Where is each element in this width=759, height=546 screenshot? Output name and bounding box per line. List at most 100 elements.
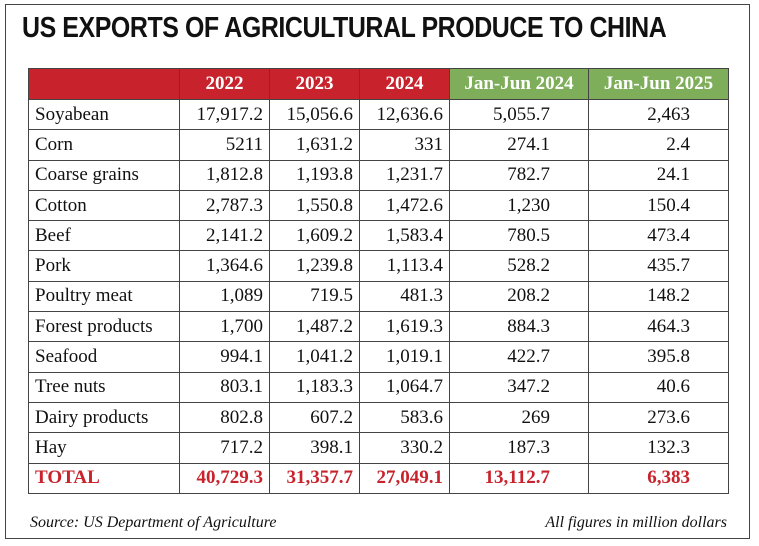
- header-blank-cell: [28, 68, 180, 100]
- value-cell: 1,364.6: [179, 250, 270, 282]
- row-label: Tree nuts: [28, 371, 180, 403]
- value-cell: 1,239.8: [269, 250, 360, 282]
- value-cell: 2,463: [588, 98, 729, 131]
- value-cell: 6,383: [588, 462, 729, 494]
- table-row: Tree nuts 803.1 1,183.3 1,064.7 347.2 40.6: [28, 371, 729, 403]
- value-cell: 780.5: [449, 220, 589, 252]
- value-cell: 2,787.3: [179, 189, 270, 222]
- value-cell: 435.7: [588, 250, 729, 282]
- value-cell: 24.1: [588, 159, 729, 191]
- table-row: Corn 5211 1,631.2 331 274.1 2.4: [28, 129, 729, 161]
- value-cell: 1,583.4: [359, 220, 450, 252]
- value-cell: 1,487.2: [269, 311, 360, 343]
- table-row: Forest products 1,700 1,487.2 1,619.3 884.3 4…: [28, 311, 729, 343]
- row-label: Soyabean: [28, 98, 180, 131]
- value-cell: 15,056.6: [269, 98, 360, 131]
- table-row: Soyabean 17,917.2 15,056.6 12,636.6 5,055.7 2…: [28, 98, 729, 131]
- column-header: Jan-Jun 2024: [449, 68, 589, 100]
- value-cell: 473.4: [588, 220, 729, 252]
- value-cell: 331: [359, 129, 450, 161]
- value-cell: 2,141.2: [179, 220, 270, 252]
- value-cell: 481.3: [359, 280, 450, 313]
- row-label: Corn: [28, 129, 180, 161]
- column-header: 2023: [269, 68, 360, 100]
- row-label: Pork: [28, 250, 180, 282]
- exports-table: 2022 2023 2024 Jan-Jun 2024 Jan-Jun 2025…: [28, 68, 729, 494]
- column-header: 2022: [179, 68, 270, 100]
- value-cell: 1,019.1: [359, 341, 450, 373]
- value-cell: 12,636.6: [359, 98, 450, 131]
- value-cell: 1,064.7: [359, 371, 450, 403]
- source-note: Source: US Department of Agriculture: [30, 514, 277, 531]
- value-cell: 269: [449, 401, 589, 434]
- chart-frame: [5, 4, 750, 539]
- row-label: Seafood: [28, 341, 180, 373]
- column-header: Jan-Jun 2025: [588, 68, 729, 100]
- value-cell: 208.2: [449, 280, 589, 313]
- value-cell: 31,357.7: [269, 462, 360, 494]
- value-cell: 802.8: [179, 401, 270, 434]
- row-label: Hay: [28, 432, 180, 464]
- value-cell: 187.3: [449, 432, 589, 464]
- value-cell: 274.1: [449, 129, 589, 161]
- row-label: Coarse grains: [28, 159, 180, 191]
- row-label: Dairy products: [28, 401, 180, 434]
- value-cell: 528.2: [449, 250, 589, 282]
- table-row: Dairy products 802.8 607.2 583.6 269 273.6: [28, 401, 729, 434]
- value-cell: 1,231.7: [359, 159, 450, 191]
- row-label: Beef: [28, 220, 180, 252]
- table-row: Cotton 2,787.3 1,550.8 1,472.6 1,230 150.4: [28, 189, 729, 222]
- value-cell: 1,619.3: [359, 311, 450, 343]
- value-cell: 150.4: [588, 189, 729, 222]
- value-cell: 5,055.7: [449, 98, 589, 131]
- value-cell: 1,183.3: [269, 371, 360, 403]
- table-row: Poultry meat 1,089 719.5 481.3 208.2 148.2: [28, 280, 729, 313]
- value-cell: 1,550.8: [269, 189, 360, 222]
- value-cell: 27,049.1: [359, 462, 450, 494]
- chart-title: US EXPORTS OF AGRICULTURAL PRODUCE TO CH…: [22, 12, 667, 44]
- value-cell: 1,609.2: [269, 220, 360, 252]
- value-cell: 464.3: [588, 311, 729, 343]
- value-cell: 40,729.3: [179, 462, 270, 494]
- row-label: TOTAL: [28, 462, 180, 494]
- value-cell: 1,089: [179, 280, 270, 313]
- value-cell: 1,230: [449, 189, 589, 222]
- value-cell: 2.4: [588, 129, 729, 161]
- row-label: Cotton: [28, 189, 180, 222]
- value-cell: 330.2: [359, 432, 450, 464]
- value-cell: 132.3: [588, 432, 729, 464]
- header-row: 2022 2023 2024 Jan-Jun 2024 Jan-Jun 2025: [28, 68, 729, 100]
- total-row: TOTAL 40,729.3 31,357.7 27,049.1 13,112.7 6,3…: [28, 462, 729, 494]
- value-cell: 398.1: [269, 432, 360, 464]
- value-cell: 5211: [179, 129, 270, 161]
- value-cell: 13,112.7: [449, 462, 589, 494]
- value-cell: 395.8: [588, 341, 729, 373]
- table-row: Beef 2,141.2 1,609.2 1,583.4 780.5 473.4: [28, 220, 729, 252]
- value-cell: 1,193.8: [269, 159, 360, 191]
- table-row: Pork 1,364.6 1,239.8 1,113.4 528.2 435.7: [28, 250, 729, 282]
- value-cell: 994.1: [179, 341, 270, 373]
- value-cell: 782.7: [449, 159, 589, 191]
- value-cell: 884.3: [449, 311, 589, 343]
- table-row: Hay 717.2 398.1 330.2 187.3 132.3: [28, 432, 729, 464]
- value-cell: 148.2: [588, 280, 729, 313]
- value-cell: 1,812.8: [179, 159, 270, 191]
- value-cell: 607.2: [269, 401, 360, 434]
- value-cell: 1,041.2: [269, 341, 360, 373]
- table-row: Seafood 994.1 1,041.2 1,019.1 422.7 395.8: [28, 341, 729, 373]
- unit-note: All figures in million dollars: [545, 514, 727, 531]
- value-cell: 17,917.2: [179, 98, 270, 131]
- value-cell: 719.5: [269, 280, 360, 313]
- row-label: Forest products: [28, 311, 180, 343]
- row-label: Poultry meat: [28, 280, 180, 313]
- value-cell: 1,631.2: [269, 129, 360, 161]
- value-cell: 1,472.6: [359, 189, 450, 222]
- value-cell: 583.6: [359, 401, 450, 434]
- value-cell: 717.2: [179, 432, 270, 464]
- value-cell: 1,700: [179, 311, 270, 343]
- value-cell: 347.2: [449, 371, 589, 403]
- table-row: Coarse grains 1,812.8 1,193.8 1,231.7 782.7 2…: [28, 159, 729, 191]
- column-header: 2024: [359, 68, 450, 100]
- value-cell: 422.7: [449, 341, 589, 373]
- value-cell: 1,113.4: [359, 250, 450, 282]
